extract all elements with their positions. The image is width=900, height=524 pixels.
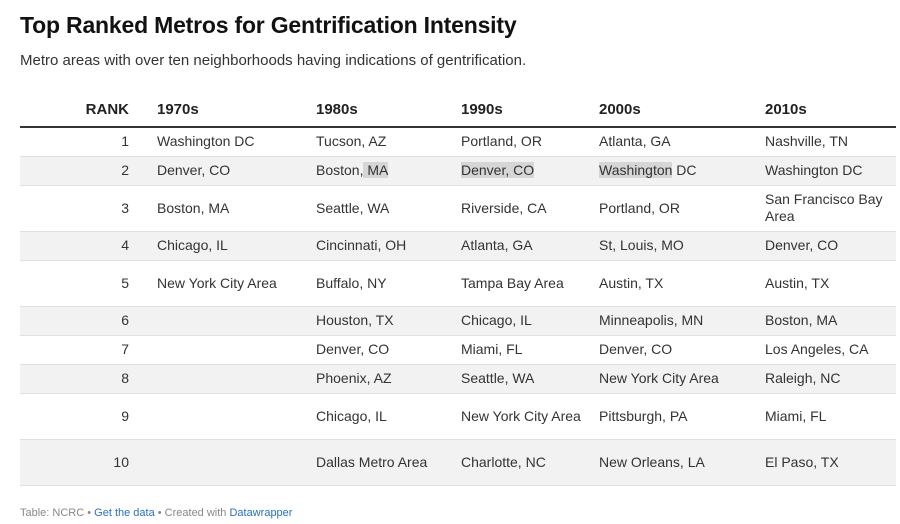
cell-rank: 6: [121, 312, 129, 328]
cell-2010s: Denver, CO: [765, 237, 839, 253]
cell-rank: 9: [121, 407, 129, 424]
cell-2000s: Pittsburgh, PA: [599, 407, 688, 424]
cell-1980s: Buffalo, NY: [316, 274, 387, 291]
cell-2010s: Miami, FL: [765, 407, 827, 424]
cell-1980s: Dallas Metro Area: [316, 453, 428, 470]
header-row: RANK 1970s 1980s 1990s 2000s 2010s: [20, 92, 896, 128]
cell-1970s: Washington DC: [157, 133, 255, 150]
table-row: 4 Chicago, IL Cincinnati, OH Atlanta, GA St,…: [20, 231, 896, 260]
cell-1990s: Denver, CO: [452, 156, 590, 185]
text-highlight: MA: [363, 162, 389, 178]
cell-1980s: Cincinnati, OH: [316, 237, 407, 253]
column-header-2010s: 2010s: [756, 92, 896, 128]
table-row: 3 Boston, MA Seattle, WA Riverside, CA Portl…: [20, 185, 896, 231]
cell-rank: 4: [121, 237, 129, 253]
cell-2010s: Boston, MA: [765, 312, 838, 328]
cell-1970s: [148, 335, 307, 364]
table-row: 10 Dallas Metro Area Charlotte, NC New Orle…: [20, 439, 896, 485]
cell-1980s: Seattle, WA: [316, 199, 390, 216]
column-header-2000s: 2000s: [590, 92, 756, 128]
footer-separator: •: [84, 507, 95, 519]
cell-2010s: San Francisco Bay Area: [765, 191, 883, 224]
footer: Table: NCRC • Get the data • Created wit…: [20, 507, 292, 519]
table-row: 2 Denver, CO Boston, MA Denver, CO Washingto…: [20, 156, 896, 185]
cell-2000s: Minneapolis, MN: [599, 312, 704, 328]
column-header-1990s: 1990s: [452, 92, 590, 128]
table-row: 7 Denver, CO Miami, FL Denver, CO Los Angele…: [20, 335, 896, 364]
cell-2010s: Austin, TX: [765, 274, 830, 291]
cell-2010s: Washington DC: [765, 162, 863, 178]
table-row: 8 Phoenix, AZ Seattle, WA New York City Are…: [20, 364, 896, 393]
cell-1990s: Tampa Bay Area: [461, 274, 564, 291]
cell-2010s: Los Angeles, CA: [765, 341, 869, 357]
cell-2010s: Nashville, TN: [765, 133, 848, 150]
cell-1990s: Atlanta, GA: [461, 237, 533, 253]
column-header-1970s: 1970s: [148, 92, 307, 128]
table-row: 9 Chicago, IL New York City Area Pittsburgh…: [20, 393, 896, 439]
cell-rank: 5: [121, 274, 129, 291]
cell-1970s: [148, 439, 307, 485]
table-row: 1 Washington DC Tucson, AZ Portland, OR Atla…: [20, 127, 896, 156]
column-header-1980s: 1980s: [307, 92, 452, 128]
cell-1990s: Riverside, CA: [461, 199, 547, 216]
cell-2000s: New Orleans, LA: [599, 453, 705, 470]
cell-1990s: Charlotte, NC: [461, 453, 546, 470]
chart-title: Top Ranked Metros for Gentrification Int…: [20, 12, 517, 38]
cell-rank: 10: [113, 453, 129, 470]
cell-1970s: Chicago, IL: [157, 237, 228, 253]
source-note: Table: NCRC: [20, 507, 85, 519]
cell-2000s: Denver, CO: [599, 341, 673, 357]
cell-1980s: Boston, MA: [316, 162, 389, 178]
chart-subtitle: Metro areas with over ten neighborhoods …: [20, 52, 527, 69]
cell-2000s: Austin, TX: [599, 274, 664, 291]
cell-rank: 1: [121, 133, 129, 150]
cell-2010s: El Paso, TX: [765, 453, 839, 470]
datawrapper-link[interactable]: Datawrapper: [229, 507, 293, 519]
text-highlight: Washington: [599, 162, 673, 178]
cell-2000s: Washington DC: [599, 162, 697, 178]
cell-2000s: St, Louis, MO: [599, 237, 684, 253]
cell-1980s: Houston, TX: [316, 312, 394, 328]
cell-1970s: New York City Area: [157, 274, 277, 291]
footer-created-with: • Created with: [154, 507, 230, 519]
cell-1970s: Boston, MA: [157, 199, 230, 216]
cell-1990s: New York City Area: [461, 407, 581, 424]
cell-2010s: Raleigh, NC: [765, 370, 841, 386]
cell-rank: 8: [121, 370, 129, 386]
cell-1990s: Seattle, WA: [461, 370, 535, 386]
cell-rank: 3: [121, 199, 129, 216]
cell-1990s: Portland, OR: [461, 133, 542, 150]
cell-1980s: Chicago, IL: [316, 407, 387, 424]
cell-1990s: Chicago, IL: [461, 312, 532, 328]
table-row: 5 New York City Area Buffalo, NY Tampa Bay …: [20, 260, 896, 306]
cell-1980s: Tucson, AZ: [316, 133, 387, 150]
cell-1980s: Phoenix, AZ: [316, 370, 392, 386]
cell-1970s: Denver, CO: [157, 162, 231, 178]
cell-2000s: Portland, OR: [599, 199, 680, 216]
cell-1980s: Denver, CO: [316, 341, 390, 357]
cell-1990s: Miami, FL: [461, 341, 523, 357]
ranking-table: RANK 1970s 1980s 1990s 2000s 2010s 1 Wash…: [20, 92, 896, 486]
cell-1970s: [148, 306, 307, 335]
cell-2000s: New York City Area: [599, 370, 719, 386]
cell-1970s: [148, 393, 307, 439]
cell-1970s: [148, 364, 307, 393]
text-highlight: Denver, CO: [461, 162, 535, 178]
get-the-data-link[interactable]: Get the data: [94, 507, 155, 519]
cell-rank: 7: [121, 341, 129, 357]
column-header-rank: RANK: [20, 92, 148, 128]
table-row: 6 Houston, TX Chicago, IL Minneapolis, MN Bo…: [20, 306, 896, 335]
cell-2000s: Atlanta, GA: [599, 133, 671, 150]
cell-rank: 2: [121, 162, 129, 178]
